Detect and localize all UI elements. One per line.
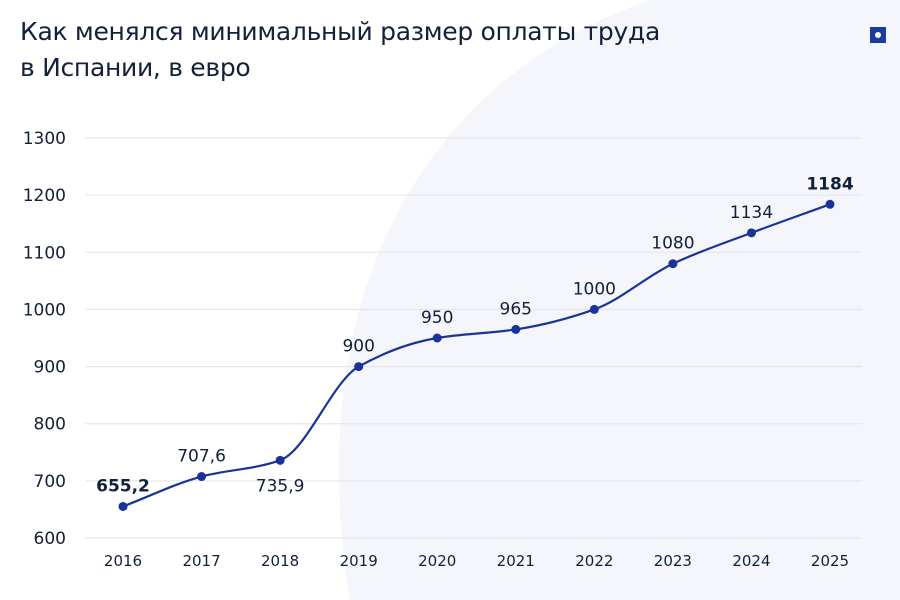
data-point [118,501,128,511]
x-tick-label: 2016 [104,552,142,570]
square-dot-logo-icon [870,27,886,43]
data-point [668,259,678,269]
x-tick-label: 2023 [654,552,692,570]
x-tick-label: 2017 [182,552,220,570]
y-tick-label: 1300 [23,129,66,149]
y-tick-label: 1100 [23,243,66,263]
y-tick-label: 1000 [23,300,66,320]
x-tick-label: 2020 [418,552,456,570]
data-point [589,304,599,314]
data-point [511,324,521,334]
data-label: 900 [342,337,374,357]
y-tick-label: 1200 [23,186,66,206]
x-tick-label: 2018 [261,552,299,570]
data-label: 950 [421,308,453,328]
y-tick-label: 900 [34,358,66,378]
data-point [825,199,835,209]
x-tick-label: 2021 [497,552,535,570]
data-point [432,333,442,343]
data-label: 1000 [573,279,616,299]
x-tick-label: 2025 [811,552,849,570]
data-label: 965 [500,299,532,319]
y-tick-label: 600 [34,529,66,549]
data-point [746,228,756,238]
data-label: 655,2 [96,476,150,496]
data-point [275,455,285,465]
data-label: 735,9 [256,476,305,496]
x-tick-label: 2024 [732,552,770,570]
data-point [354,362,364,372]
data-label: 1080 [651,234,694,254]
data-label: 1184 [806,174,853,194]
y-tick-label: 700 [34,472,66,492]
y-tick-label: 800 [34,415,66,435]
data-label: 1134 [730,203,773,223]
chart-title: Как менялся минимальный размер оплаты тр… [20,17,660,82]
data-point [197,472,207,482]
x-tick-label: 2022 [575,552,613,570]
x-tick-label: 2019 [340,552,378,570]
series-line [122,203,831,508]
data-label: 707,6 [177,447,226,467]
